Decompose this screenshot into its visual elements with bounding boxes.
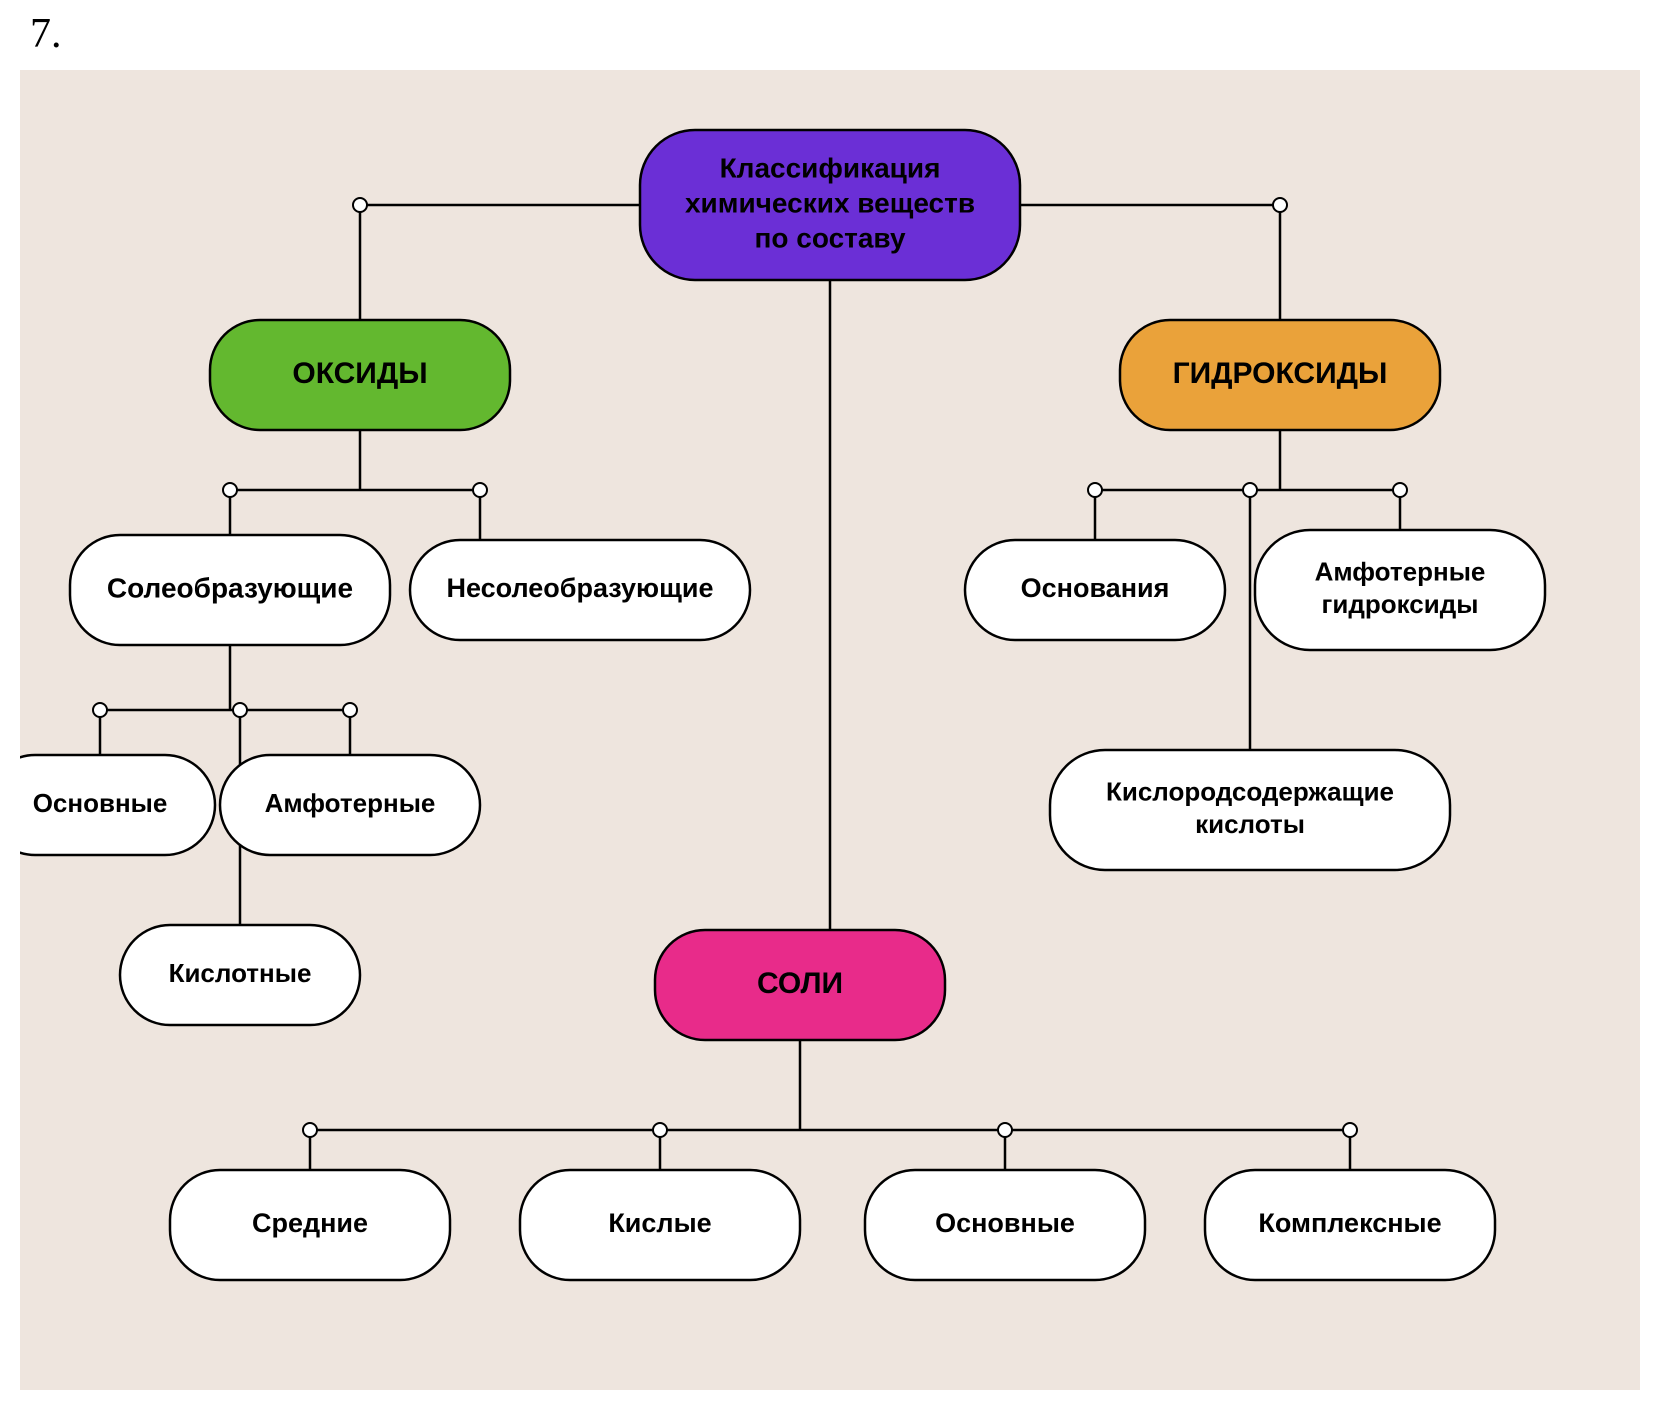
node-label-hy_oxyac-line0: Кислородсодержащие	[1106, 777, 1394, 807]
node-hy_oxyac: Кислородсодержащиекислоты	[1050, 750, 1450, 870]
diagram-canvas: Классификация химических веществ по состав…	[20, 70, 1640, 1390]
question-number: 7.	[30, 10, 62, 58]
node-label-hy_amph-line1: гидроксиды	[1322, 589, 1479, 619]
node-root: Классификация химических веществ по состав…	[640, 130, 1020, 280]
node-oxides: ОКСИДЫ	[210, 320, 510, 430]
joint-4-1	[1243, 483, 1257, 497]
joint-5-1	[653, 1123, 667, 1137]
node-label-ox_amph-line0: Амфотерные	[265, 788, 436, 818]
node-ox_acid: Кислотные	[120, 925, 360, 1025]
node-hydrox: ГИДРОКСИДЫ	[1120, 320, 1440, 430]
node-ox_salt: Солеобразующие	[70, 535, 390, 645]
node-label-root-line0: Классификация	[720, 152, 941, 183]
joint-3-1	[233, 703, 247, 717]
node-label-hydrox-line0: ГИДРОКСИДЫ	[1173, 357, 1388, 390]
node-label-oxides-line0: ОКСИДЫ	[292, 357, 427, 390]
node-s_complex: Комплексные	[1205, 1170, 1495, 1280]
node-ox_amph: Амфотерные	[220, 755, 480, 855]
node-label-s_mid-line0: Средние	[252, 1208, 368, 1238]
node-label-ox_acid-line0: Кислотные	[169, 958, 312, 988]
node-label-salts-line0: СОЛИ	[757, 967, 843, 1000]
joint-0-0	[353, 198, 367, 212]
node-label-ox_salt-line0: Солеобразующие	[107, 572, 353, 603]
joint-3-2	[343, 703, 357, 717]
node-s_mid: Средние	[170, 1170, 450, 1280]
node-label-root-line2: по составу	[754, 222, 905, 253]
node-salts: СОЛИ	[655, 930, 945, 1040]
joint-2-0	[223, 483, 237, 497]
node-label-root-line1: химических веществ	[685, 187, 975, 218]
node-ox_nosalt: Несолеобразующие	[410, 540, 750, 640]
node-s_basic: Основные	[865, 1170, 1145, 1280]
node-s_acid: Кислые	[520, 1170, 800, 1280]
page: 7. Классификация химических веществ по сос…	[0, 0, 1660, 1414]
node-label-s_acid-line0: Кислые	[608, 1208, 711, 1238]
joint-4-0	[1088, 483, 1102, 497]
joint-5-0	[303, 1123, 317, 1137]
node-label-ox_basic-line0: Основные	[33, 788, 168, 818]
nodes-layer: Классификация химических веществ по состав…	[20, 130, 1545, 1280]
joint-3-0	[93, 703, 107, 717]
node-label-ox_nosalt-line0: Несолеобразующие	[446, 573, 713, 603]
joint-0-1	[1273, 198, 1287, 212]
node-hy_base: Основания	[965, 540, 1225, 640]
joint-2-1	[473, 483, 487, 497]
joint-4-2	[1393, 483, 1407, 497]
node-label-s_complex-line0: Комплексные	[1258, 1208, 1441, 1238]
node-hy_amph: Амфотерныегидроксиды	[1255, 530, 1545, 650]
diagram-svg: Классификация химических веществ по состав…	[20, 70, 1640, 1390]
node-ox_basic: Основные	[20, 755, 215, 855]
node-label-hy_base-line0: Основания	[1021, 573, 1170, 603]
joint-5-3	[1343, 1123, 1357, 1137]
node-label-s_basic-line0: Основные	[935, 1208, 1075, 1238]
joint-5-2	[998, 1123, 1012, 1137]
node-label-hy_amph-line0: Амфотерные	[1315, 557, 1486, 587]
node-label-hy_oxyac-line1: кислоты	[1195, 809, 1305, 839]
